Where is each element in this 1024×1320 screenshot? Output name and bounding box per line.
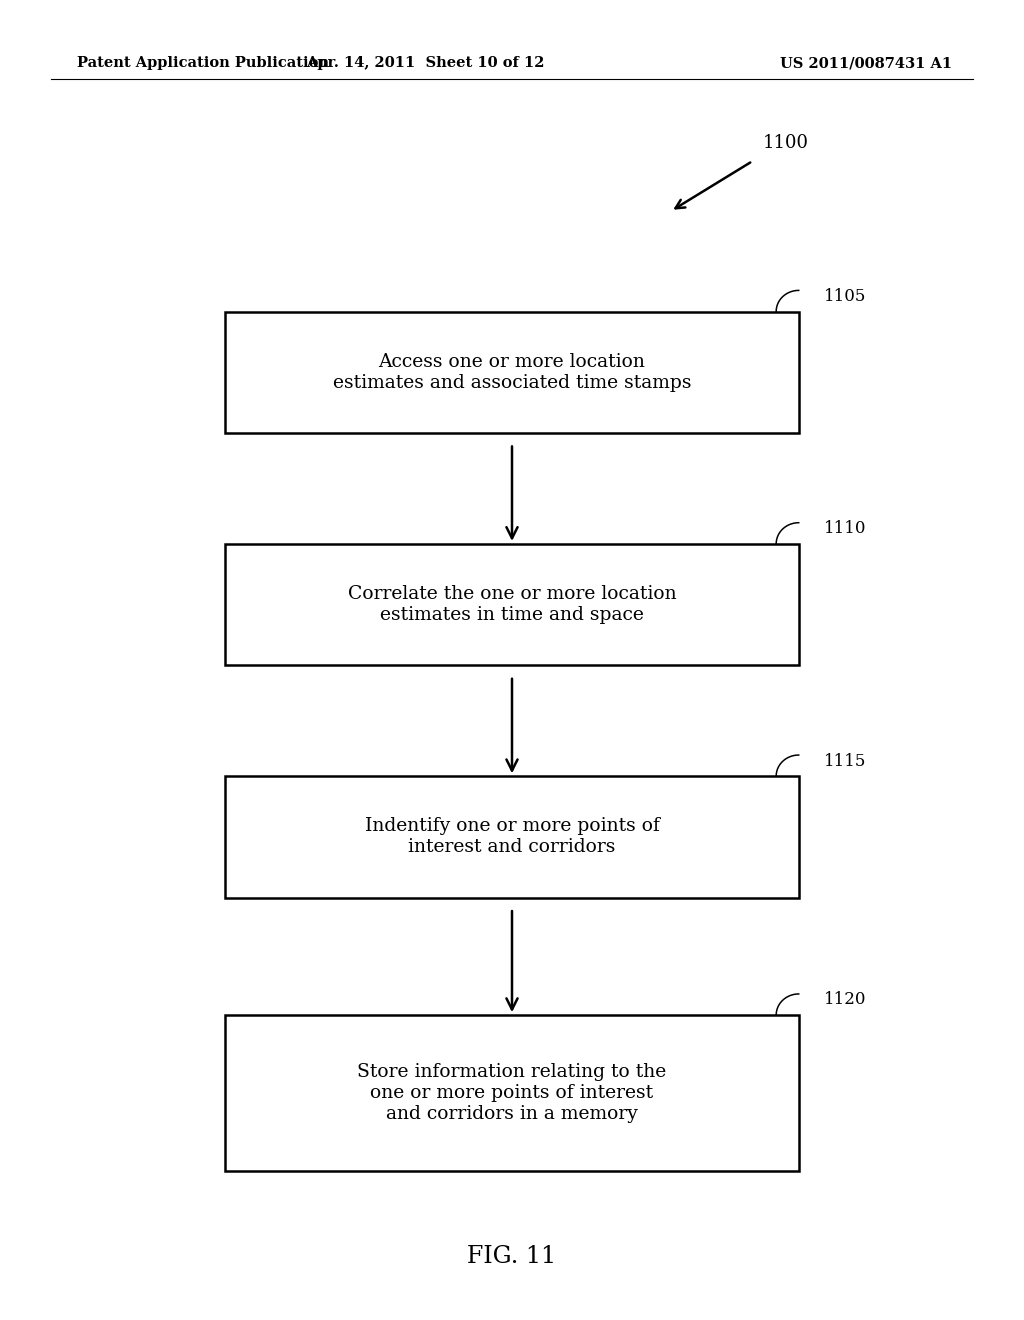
Text: Apr. 14, 2011  Sheet 10 of 12: Apr. 14, 2011 Sheet 10 of 12 bbox=[306, 57, 544, 70]
Text: Correlate the one or more location
estimates in time and space: Correlate the one or more location estim… bbox=[348, 585, 676, 624]
Text: 1115: 1115 bbox=[824, 752, 866, 770]
Text: FIG. 11: FIG. 11 bbox=[467, 1245, 557, 1269]
Text: 1110: 1110 bbox=[824, 520, 867, 537]
Bar bbox=[225, 312, 799, 433]
Bar bbox=[225, 776, 799, 898]
Text: Access one or more location
estimates and associated time stamps: Access one or more location estimates an… bbox=[333, 352, 691, 392]
Bar bbox=[225, 544, 799, 665]
Text: 1105: 1105 bbox=[824, 288, 866, 305]
Text: Indentify one or more points of
interest and corridors: Indentify one or more points of interest… bbox=[365, 817, 659, 857]
Bar bbox=[225, 1015, 799, 1171]
Text: 1120: 1120 bbox=[824, 991, 867, 1008]
Text: US 2011/0087431 A1: US 2011/0087431 A1 bbox=[780, 57, 952, 70]
Text: Store information relating to the
one or more points of interest
and corridors i: Store information relating to the one or… bbox=[357, 1063, 667, 1123]
Text: 1100: 1100 bbox=[763, 133, 809, 152]
Text: Patent Application Publication: Patent Application Publication bbox=[77, 57, 329, 70]
